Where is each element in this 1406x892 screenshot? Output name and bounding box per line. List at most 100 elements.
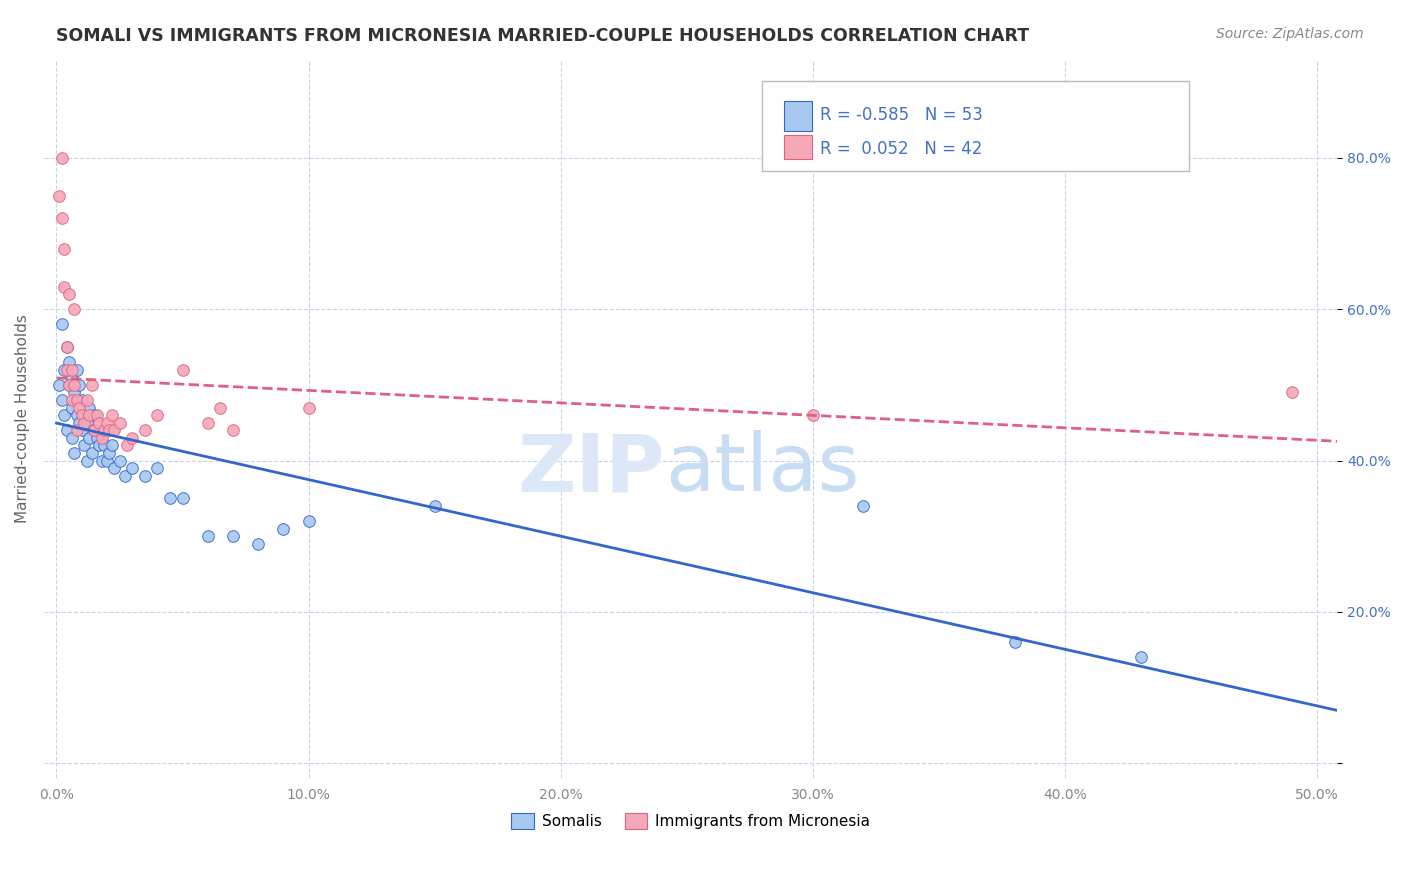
Point xyxy=(98,423,121,437)
Point xyxy=(96,416,118,430)
Point xyxy=(51,211,73,226)
Point xyxy=(70,392,93,407)
Point xyxy=(55,423,77,437)
Point xyxy=(70,408,93,422)
Point xyxy=(70,423,93,437)
Point xyxy=(172,491,194,506)
Y-axis label: Married-couple Households: Married-couple Households xyxy=(15,315,30,524)
Point xyxy=(66,363,89,377)
Point xyxy=(77,408,100,422)
Point xyxy=(222,423,245,437)
Text: R =  0.052   N = 42: R = 0.052 N = 42 xyxy=(820,140,983,159)
Point xyxy=(101,408,124,422)
Point xyxy=(1129,650,1152,665)
FancyBboxPatch shape xyxy=(783,135,813,159)
Point xyxy=(67,416,90,430)
Point xyxy=(76,392,98,407)
Point xyxy=(60,392,83,407)
Point xyxy=(58,377,80,392)
Point xyxy=(63,302,86,317)
Point xyxy=(98,446,121,460)
Text: atlas: atlas xyxy=(665,430,859,508)
Point xyxy=(76,416,98,430)
Point xyxy=(209,401,232,415)
Point xyxy=(134,423,156,437)
Point xyxy=(121,431,143,445)
Point xyxy=(80,446,103,460)
Point xyxy=(58,287,80,301)
Point xyxy=(51,318,73,332)
Point xyxy=(103,461,125,475)
Legend: Somalis, Immigrants from Micronesia: Somalis, Immigrants from Micronesia xyxy=(505,807,876,835)
Point xyxy=(222,529,245,543)
Point xyxy=(73,416,96,430)
Point xyxy=(51,151,73,165)
Text: SOMALI VS IMMIGRANTS FROM MICRONESIA MARRIED-COUPLE HOUSEHOLDS CORRELATION CHART: SOMALI VS IMMIGRANTS FROM MICRONESIA MAR… xyxy=(56,27,1029,45)
Point xyxy=(66,408,89,422)
Point xyxy=(90,453,112,467)
Point xyxy=(115,438,138,452)
Point xyxy=(83,423,105,437)
Point xyxy=(96,453,118,467)
Point xyxy=(146,408,169,422)
Point xyxy=(423,499,446,513)
Point xyxy=(86,408,108,422)
Point xyxy=(77,401,100,415)
Point xyxy=(55,363,77,377)
Point xyxy=(86,431,108,445)
Point xyxy=(103,423,125,437)
Point xyxy=(53,242,76,256)
Point xyxy=(197,529,219,543)
Point xyxy=(67,401,90,415)
Point xyxy=(73,408,96,422)
Point xyxy=(89,438,111,452)
Point xyxy=(60,401,83,415)
Point xyxy=(66,392,89,407)
Point xyxy=(134,468,156,483)
Point xyxy=(159,491,181,506)
Point xyxy=(1004,635,1026,649)
Point xyxy=(83,423,105,437)
Point xyxy=(108,416,131,430)
Point xyxy=(48,188,70,202)
Point xyxy=(58,355,80,369)
Point xyxy=(60,370,83,384)
Point xyxy=(121,461,143,475)
Point xyxy=(83,408,105,422)
Point xyxy=(172,363,194,377)
Point xyxy=(55,340,77,354)
Point xyxy=(77,431,100,445)
Point xyxy=(93,423,115,437)
Point xyxy=(101,438,124,452)
Point xyxy=(80,377,103,392)
Point xyxy=(55,340,77,354)
Point xyxy=(48,377,70,392)
Point xyxy=(76,453,98,467)
Point xyxy=(197,416,219,430)
Point xyxy=(298,514,321,528)
Point xyxy=(51,392,73,407)
FancyBboxPatch shape xyxy=(762,81,1188,171)
Text: R = -0.585   N = 53: R = -0.585 N = 53 xyxy=(820,106,983,124)
Point xyxy=(801,408,824,422)
Point xyxy=(273,522,295,536)
Point xyxy=(53,363,76,377)
Point xyxy=(247,537,270,551)
FancyBboxPatch shape xyxy=(783,102,813,131)
Point xyxy=(146,461,169,475)
Point xyxy=(66,423,89,437)
Point xyxy=(93,438,115,452)
Text: Source: ZipAtlas.com: Source: ZipAtlas.com xyxy=(1216,27,1364,41)
Point xyxy=(63,446,86,460)
Point xyxy=(852,499,875,513)
Point xyxy=(89,416,111,430)
Point xyxy=(1281,385,1303,400)
Point xyxy=(90,431,112,445)
Point xyxy=(60,431,83,445)
Point xyxy=(67,377,90,392)
Text: ZIP: ZIP xyxy=(517,430,665,508)
Point xyxy=(53,279,76,293)
Point xyxy=(53,408,76,422)
Point xyxy=(298,401,321,415)
Point xyxy=(60,363,83,377)
